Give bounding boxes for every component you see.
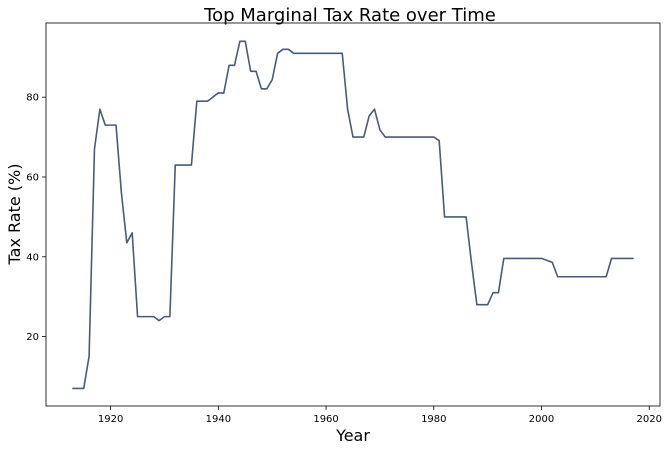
- y-tick-label: 20: [26, 332, 39, 343]
- x-tick-label: 1920: [98, 414, 123, 425]
- x-tick-label: 1980: [421, 414, 446, 425]
- x-axis-ticks: 1920 1940 1960 1980 2000 2020: [98, 406, 662, 425]
- y-axis-label: Tax Rate (%): [5, 164, 24, 266]
- axes-frame: [45, 22, 661, 407]
- y-tick-label: 60: [26, 172, 39, 183]
- y-axis-ticks: 20 40 60 80: [26, 93, 46, 343]
- x-tick-label: 1940: [206, 414, 231, 425]
- series-layer: [72, 40, 634, 390]
- y-tick-label: 40: [26, 252, 39, 263]
- y-tick-label: 80: [26, 93, 39, 104]
- chart-title: Top Marginal Tax Rate over Time: [203, 5, 496, 26]
- x-tick-label: 2020: [637, 414, 662, 425]
- x-axis-label: Year: [335, 426, 370, 445]
- x-tick-label: 1960: [313, 414, 338, 425]
- series-line-0: [72, 40, 634, 390]
- x-tick-label: 2000: [529, 414, 554, 425]
